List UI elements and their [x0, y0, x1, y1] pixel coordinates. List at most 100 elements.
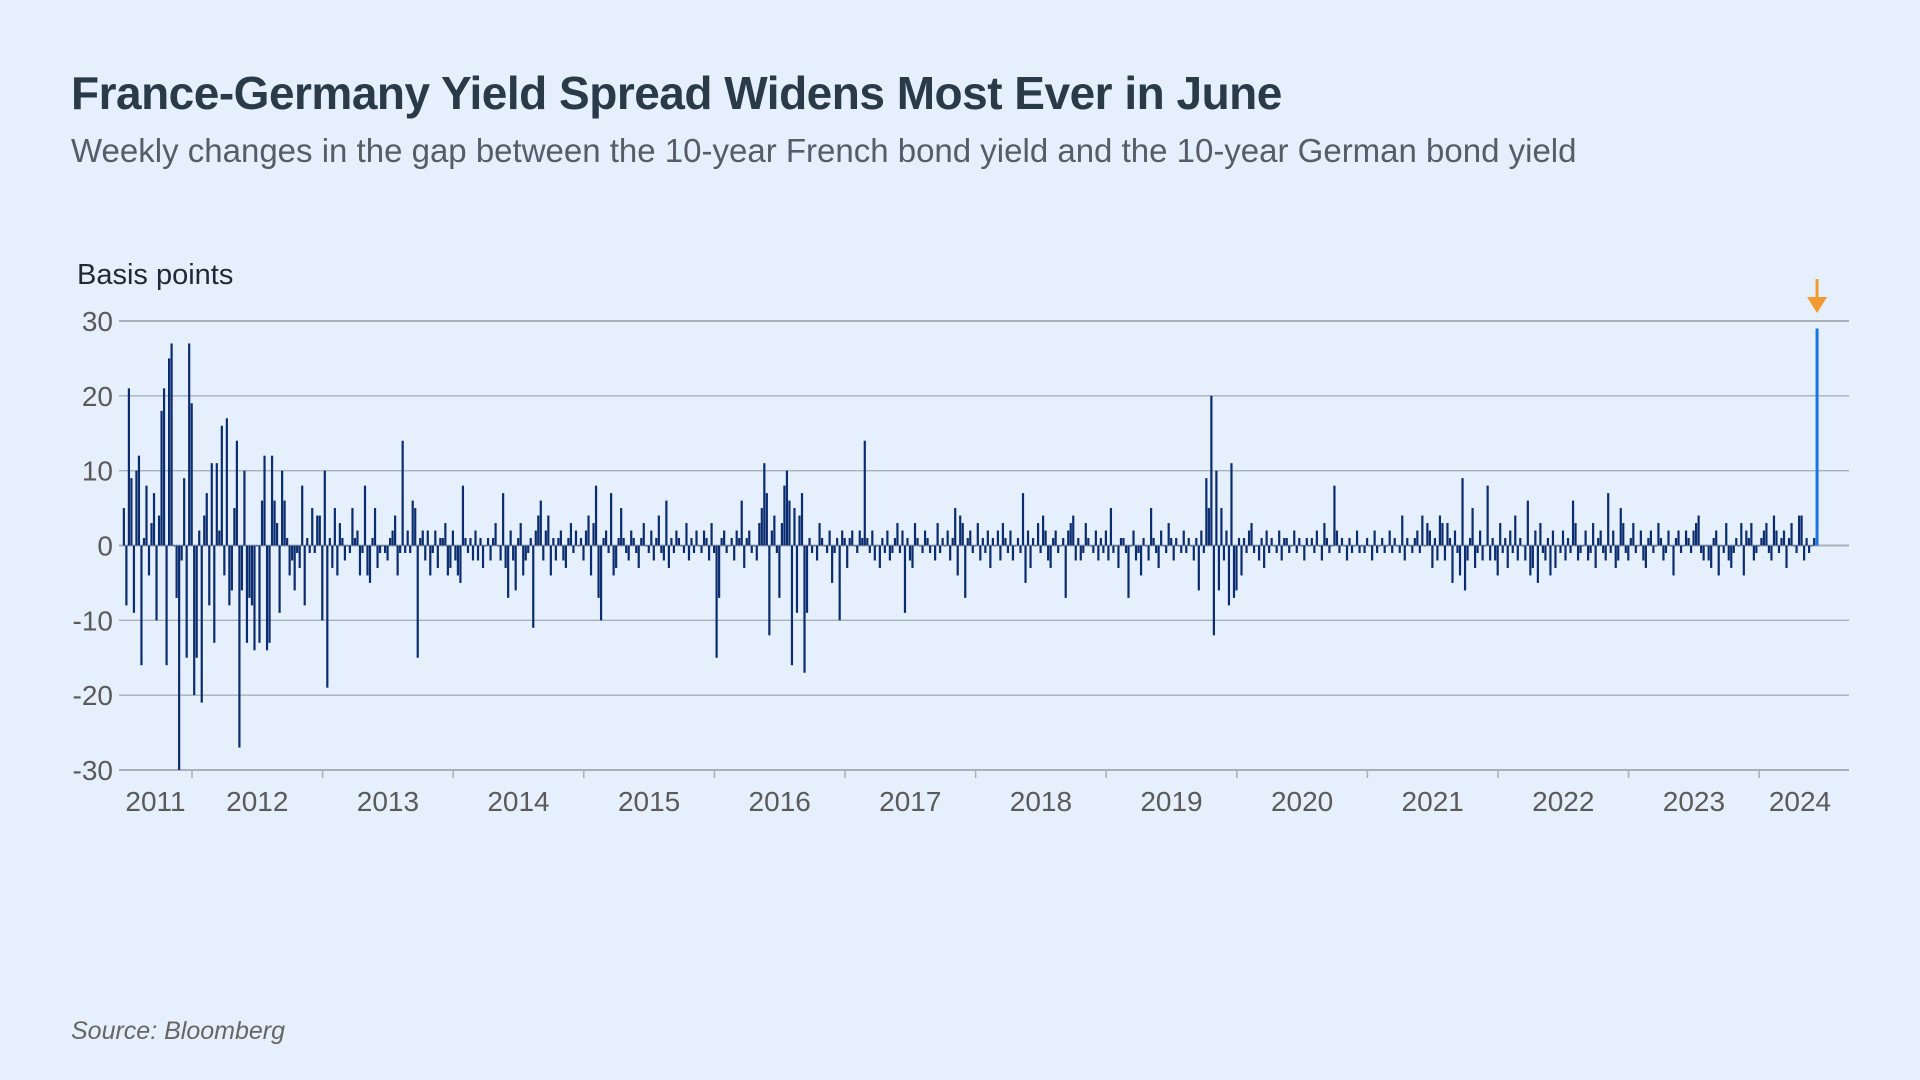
bar: [939, 545, 942, 553]
bar: [1124, 545, 1128, 553]
bar: [1335, 530, 1339, 546]
bar: [908, 545, 912, 561]
bar: [720, 538, 723, 546]
bar: [1401, 515, 1404, 546]
bar: [1059, 545, 1062, 547]
bar: [700, 545, 703, 553]
bar: [396, 545, 399, 576]
bar: [1574, 523, 1577, 546]
bar: [778, 545, 781, 598]
bar: [1516, 545, 1519, 561]
bar: [1014, 545, 1017, 547]
bar: [1180, 545, 1183, 553]
bar: [893, 538, 897, 546]
bar: [441, 538, 444, 546]
bar: [507, 545, 510, 598]
bar: [1162, 545, 1165, 547]
bar: [509, 530, 512, 546]
bar: [1305, 538, 1308, 546]
bar: [1672, 545, 1675, 576]
x-tick-label: 2016: [749, 786, 811, 817]
bar: [685, 523, 688, 546]
bar: [1790, 523, 1793, 546]
bar: [1182, 530, 1185, 546]
bar: [934, 545, 937, 561]
bar: [1644, 545, 1647, 568]
bar: [725, 545, 728, 553]
bar: [1242, 538, 1246, 546]
bar: [1330, 545, 1334, 547]
bar: [1451, 545, 1454, 583]
bar: [198, 530, 201, 546]
bar: [1544, 545, 1547, 561]
bar: [790, 545, 794, 666]
bar: [818, 523, 821, 546]
bar: [1016, 538, 1020, 546]
bar: [321, 545, 324, 621]
bar: [1418, 545, 1421, 553]
bar: [1212, 545, 1215, 636]
bar: [336, 545, 339, 576]
bar: [660, 545, 663, 553]
bar: [1757, 545, 1760, 547]
bar: [1561, 530, 1565, 546]
bar: [1069, 523, 1072, 546]
bar: [1649, 530, 1652, 546]
bar: [255, 545, 259, 547]
bar: [1303, 545, 1306, 561]
bar: [891, 545, 894, 553]
bar: [1268, 545, 1271, 553]
bar: [424, 545, 427, 561]
bar: [1072, 515, 1075, 546]
bar: [1054, 530, 1057, 546]
bar: [810, 545, 814, 553]
bar: [1684, 530, 1688, 546]
bar: [559, 530, 562, 546]
bar: [1160, 530, 1163, 546]
bar: [1408, 545, 1411, 547]
bar: [283, 500, 286, 546]
bar: [421, 530, 424, 546]
bar: [358, 545, 362, 576]
bar: [1677, 530, 1680, 546]
bar: [1360, 545, 1364, 547]
y-tick-label: -20: [73, 680, 113, 711]
bar: [1795, 545, 1798, 553]
bar: [1607, 493, 1610, 546]
bar: [1566, 538, 1570, 546]
bar: [1363, 545, 1366, 553]
bar: [1298, 538, 1301, 546]
bar: [127, 388, 131, 546]
bar: [155, 545, 158, 621]
bar: [1227, 545, 1231, 606]
bar: [471, 545, 475, 561]
bar: [1785, 545, 1788, 568]
bar: [946, 530, 949, 546]
bar: [846, 545, 849, 568]
bar: [712, 545, 716, 553]
bar: [1511, 545, 1514, 553]
bar: [1576, 545, 1580, 561]
bar: [386, 545, 389, 561]
bar: [625, 545, 628, 553]
bar: [587, 515, 590, 546]
bar: [640, 538, 643, 546]
bar: [836, 538, 839, 546]
bar: [738, 538, 741, 546]
bar: [584, 530, 588, 546]
bar: [579, 538, 583, 546]
bar: [765, 493, 768, 546]
bar: [959, 515, 962, 546]
bar: [1288, 545, 1291, 553]
bar: [1278, 530, 1281, 546]
bar: [150, 523, 153, 546]
bar: [966, 538, 969, 546]
bar: [949, 545, 952, 561]
bar: [125, 545, 128, 606]
bar: [815, 545, 819, 561]
bar: [522, 545, 525, 576]
bar: [308, 545, 311, 553]
bar: [529, 538, 532, 546]
bar: [1044, 530, 1047, 546]
